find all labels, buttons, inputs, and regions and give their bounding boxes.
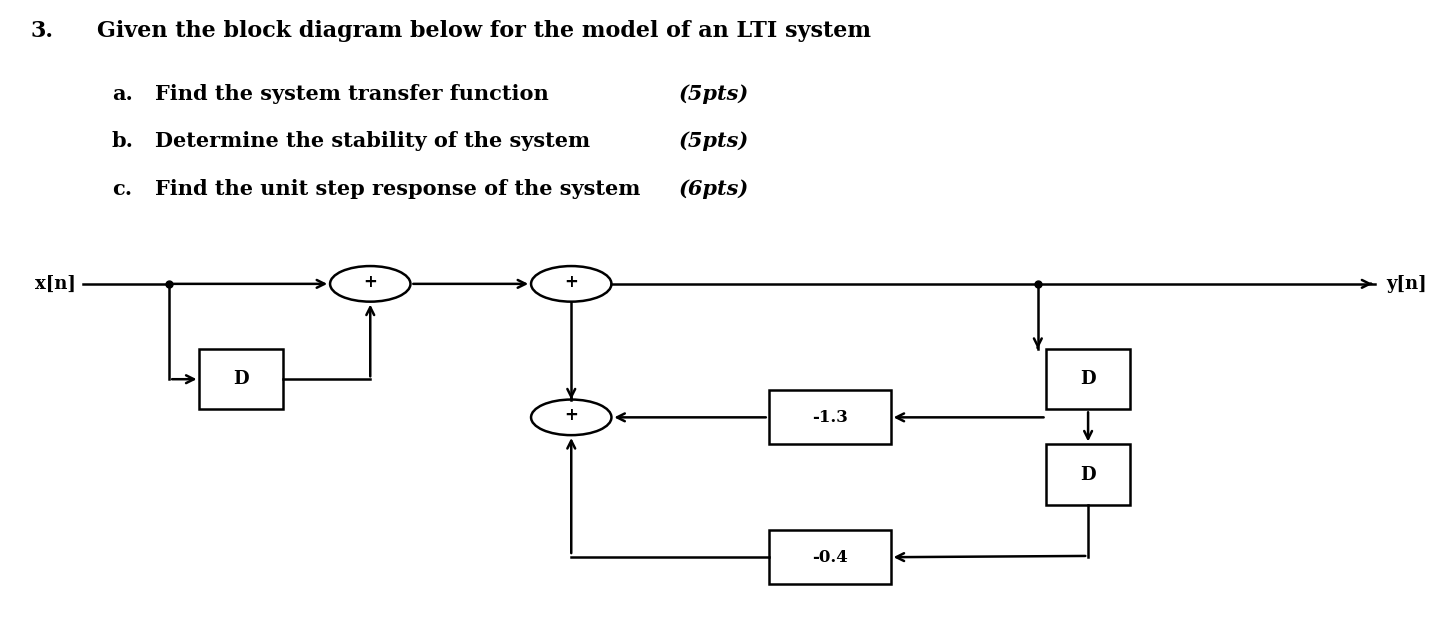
Text: Find the unit step response of the system: Find the unit step response of the syste… [155,179,640,199]
Text: 3.: 3. [30,20,53,42]
Text: D: D [234,370,248,388]
Text: +: + [364,273,377,291]
Text: a.: a. [111,84,133,104]
Text: (5pts): (5pts) [679,131,749,151]
Text: (5pts): (5pts) [679,84,749,104]
Text: Determine the stability of the system: Determine the stability of the system [155,131,591,151]
Text: Find the system transfer function: Find the system transfer function [155,84,549,104]
Text: +: + [565,273,578,291]
Bar [1047,349,1129,410]
Text: x[n]: x[n] [35,275,77,293]
Bar [768,390,891,444]
Bar [768,530,891,584]
Text: -0.4: -0.4 [812,549,848,565]
Text: b.: b. [111,131,134,151]
Text: +: + [565,406,578,424]
Bar [1047,444,1129,505]
Text: y[n]: y[n] [1386,275,1427,293]
Text: D: D [1080,370,1096,388]
Bar [199,349,283,410]
Text: c.: c. [111,179,131,199]
Text: -1.3: -1.3 [812,409,848,426]
Text: Given the block diagram below for the model of an LTI system: Given the block diagram below for the mo… [98,20,872,42]
Text: D: D [1080,466,1096,484]
Text: (6pts): (6pts) [679,179,749,199]
